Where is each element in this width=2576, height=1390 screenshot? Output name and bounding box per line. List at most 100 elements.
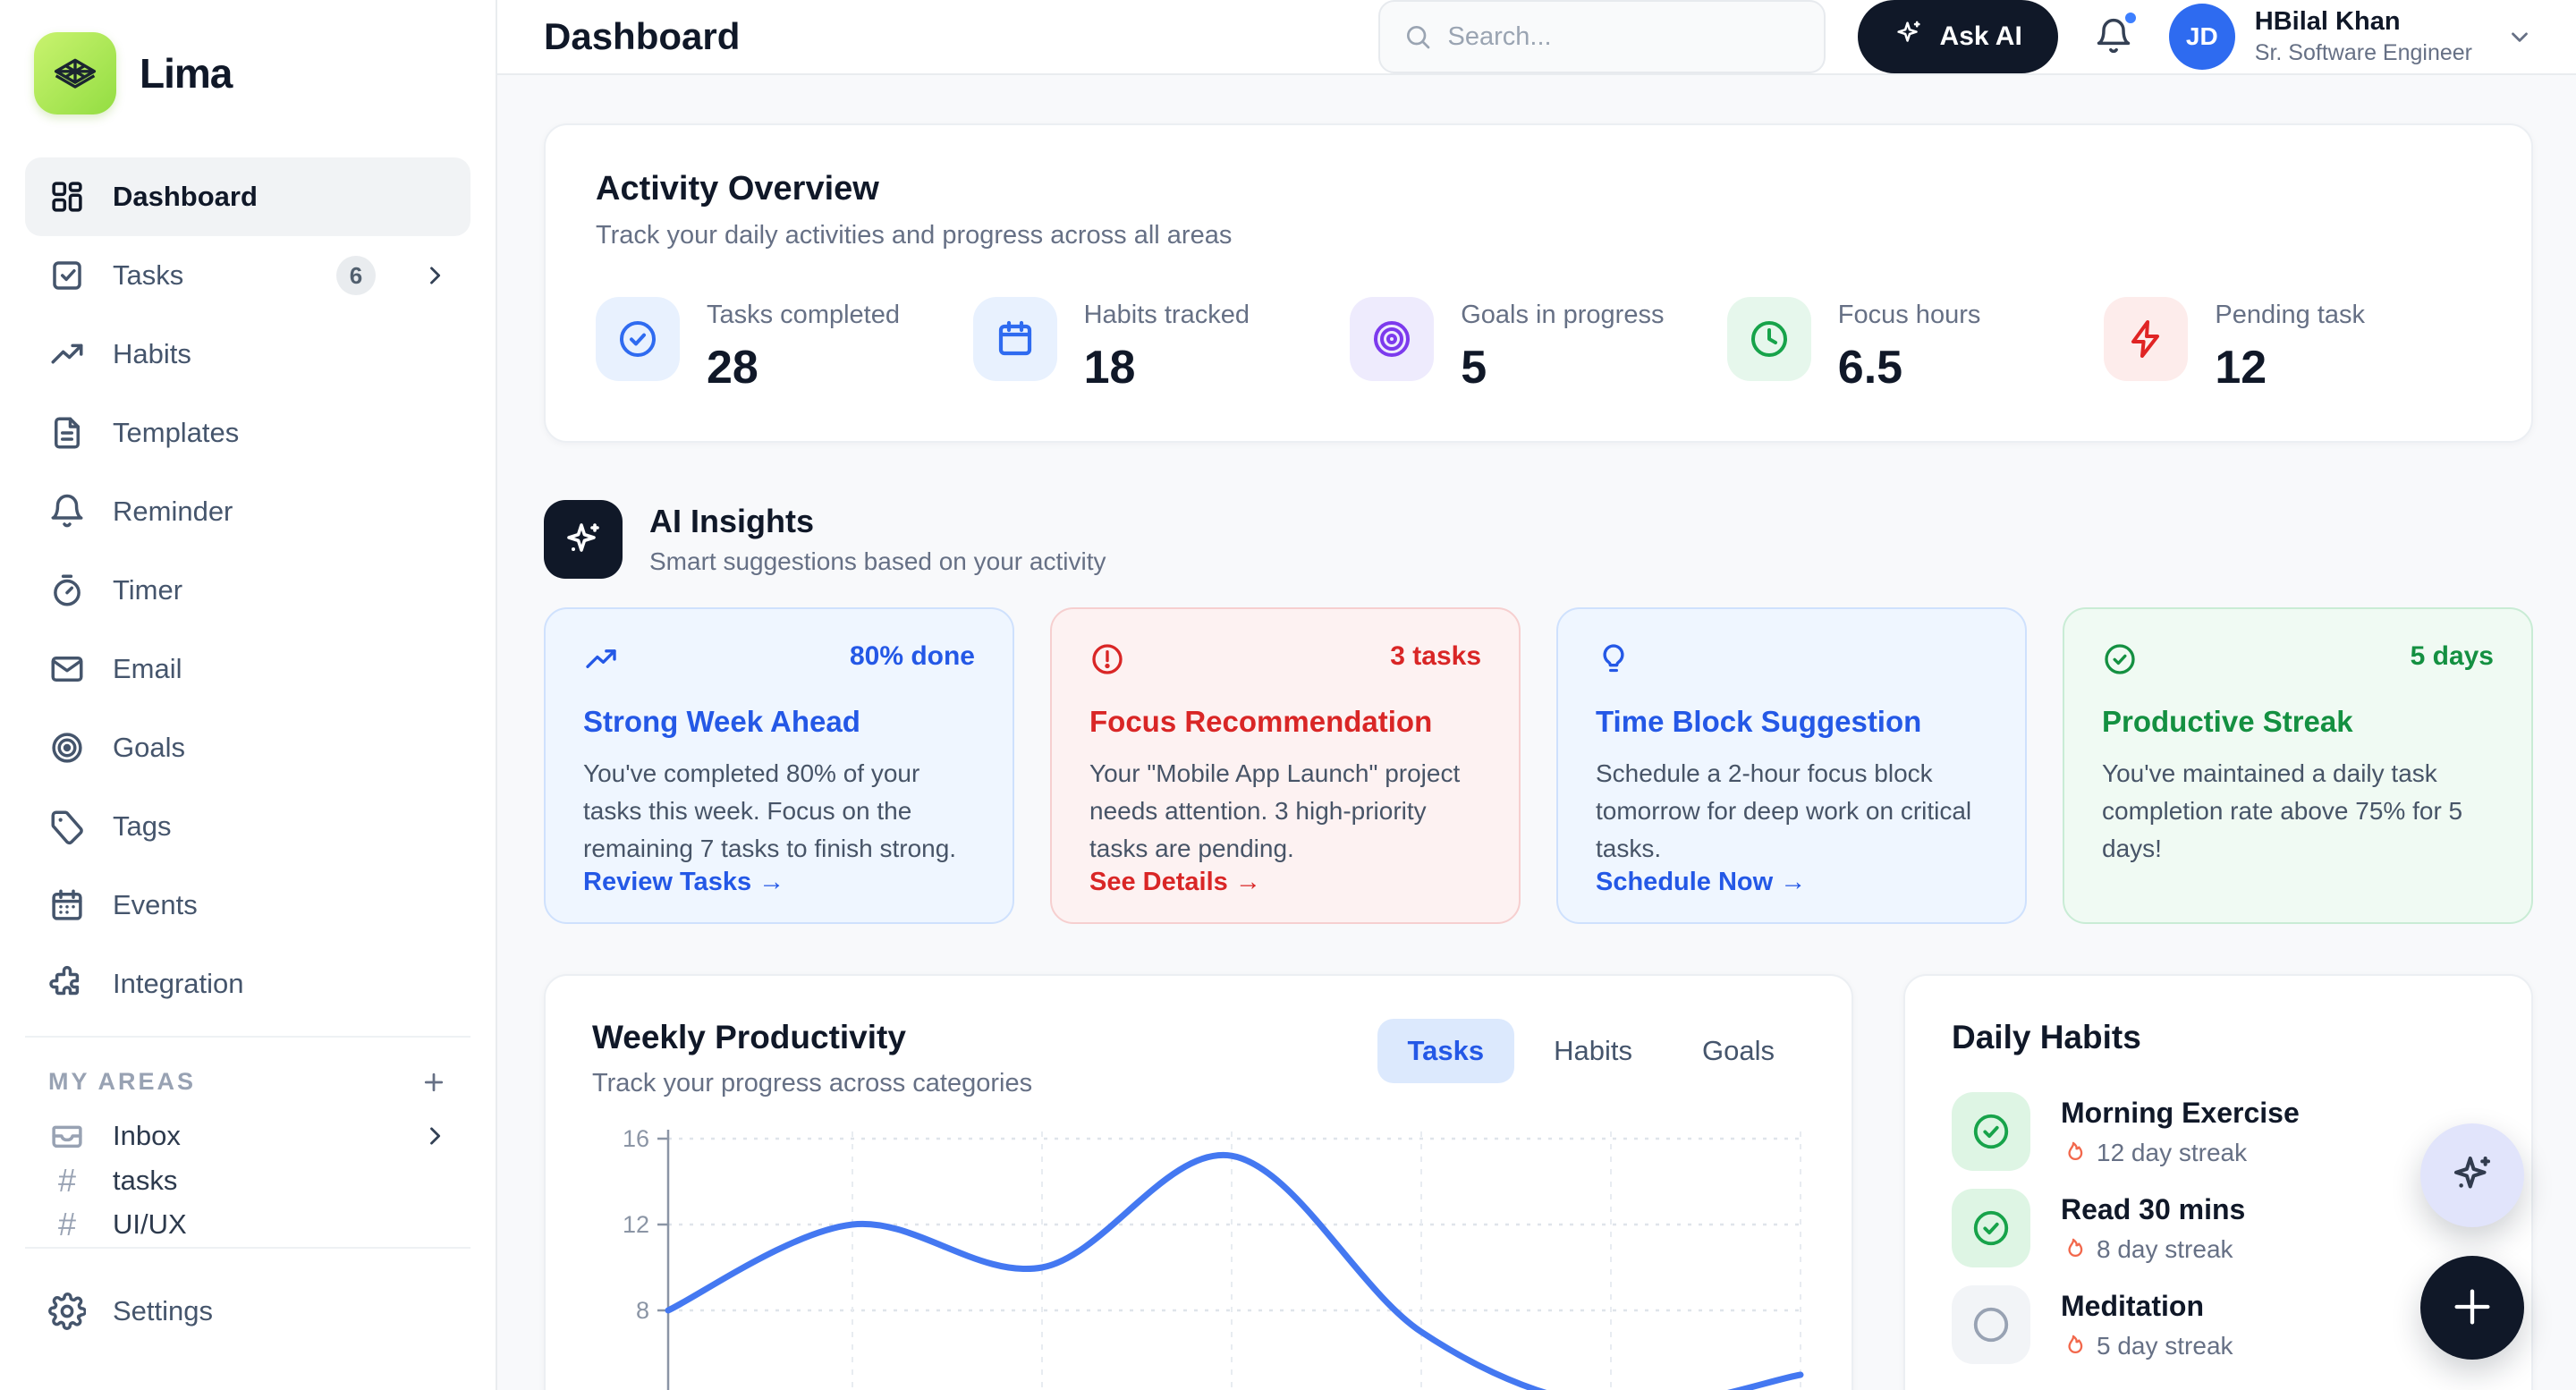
my-areas-header: MY AREAS xyxy=(25,1038,470,1114)
sidebar-item-events[interactable]: Events xyxy=(25,866,470,945)
stat-pending-task: Pending task 12 xyxy=(2104,297,2481,394)
tab-goals[interactable]: Goals xyxy=(1702,1035,1775,1066)
stat-focus-hours: Focus hours 6.5 xyxy=(1726,297,2105,394)
chart-canvas xyxy=(657,1130,1805,1390)
sparkle-icon xyxy=(1894,18,1924,55)
stat-label: Tasks completed xyxy=(707,301,900,329)
sidebar-item-label: Tasks xyxy=(113,259,184,291)
habit-check-icon[interactable] xyxy=(1952,1189,2030,1267)
sidebar-item-label: Events xyxy=(113,889,198,920)
sidebar-item-label: Templates xyxy=(113,417,240,448)
chevron-right-icon[interactable] xyxy=(422,263,447,288)
search-input[interactable] xyxy=(1447,21,1801,52)
calendar-icon xyxy=(48,886,86,924)
sidebar-item-label: Reminder xyxy=(113,496,233,527)
activity-subtitle: Track your daily activities and progress… xyxy=(596,221,1233,250)
insight-badge: 80% done xyxy=(849,641,975,671)
dashboard-content: Activity Overview Track your daily activ… xyxy=(497,75,2576,1390)
tag-icon xyxy=(48,808,86,845)
plus-icon xyxy=(2449,1284,2496,1333)
habit-streak: 5 day streak xyxy=(2097,1331,2233,1360)
schedule-now-link[interactable]: Schedule Now → xyxy=(1596,868,1807,896)
habit-name: Read 30 mins xyxy=(2061,1192,2246,1225)
see-details-link[interactable]: See Details → xyxy=(1089,868,1261,896)
sidebar-item-label: Settings xyxy=(113,1295,214,1327)
file-text-icon xyxy=(48,414,86,452)
sidebar-nav: Dashboard Tasks 6 Habits xyxy=(25,157,470,1023)
sidebar-item-timer[interactable]: Timer xyxy=(25,551,470,630)
stat-label: Pending task xyxy=(2215,301,2366,329)
flame-icon xyxy=(2061,1334,2086,1359)
sidebar-item-templates[interactable]: Templates xyxy=(25,394,470,472)
tab-habits[interactable]: Habits xyxy=(1554,1035,1633,1066)
ai-assistant-fab[interactable] xyxy=(2420,1123,2524,1227)
insight-body: You've completed 80% of your tasks this … xyxy=(583,759,957,862)
stat-tasks-completed: Tasks completed 28 xyxy=(596,297,973,394)
habit-row-read-30-mins[interactable]: Read 30 mins 8 day streak xyxy=(1952,1189,2485,1267)
puzzle-icon xyxy=(48,965,86,1003)
sidebar-item-label: Inbox xyxy=(113,1119,181,1151)
sidebar-item-label: Timer xyxy=(113,574,183,606)
clock-icon xyxy=(1726,297,1811,381)
habit-streak: 8 day streak xyxy=(2097,1234,2233,1263)
insight-body: You've maintained a daily task completio… xyxy=(2102,759,2463,862)
sidebar-item-dashboard[interactable]: Dashboard xyxy=(25,157,470,236)
sidebar-item-habits[interactable]: Habits xyxy=(25,315,470,394)
insight-card-time-block: Time Block Suggestion Schedule a 2-hour … xyxy=(1556,607,2027,924)
weekly-productivity-card: Weekly Productivity Track your progress … xyxy=(544,974,1853,1390)
ai-sparkle-icon xyxy=(544,500,623,579)
gear-icon xyxy=(48,1293,86,1330)
y-axis-tick: 16 xyxy=(622,1125,649,1152)
page-title: Dashboard xyxy=(544,15,741,57)
sidebar-item-settings[interactable]: Settings xyxy=(25,1272,470,1351)
sidebar-item-integration[interactable]: Integration xyxy=(25,945,470,1023)
sidebar-item-label: Integration xyxy=(113,968,244,999)
sidebar-item-area-tasks[interactable]: # tasks xyxy=(25,1158,470,1203)
sidebar-item-inbox[interactable]: Inbox xyxy=(25,1114,470,1158)
add-area-button[interactable] xyxy=(420,1069,447,1096)
habit-streak: 12 day streak xyxy=(2097,1138,2248,1166)
alert-circle-icon xyxy=(1089,641,1125,682)
sidebar-item-label: UI/UX xyxy=(113,1208,187,1241)
user-menu[interactable]: JD HBilal Khan Sr. Software Engineer xyxy=(2168,4,2533,70)
sidebar-item-label: Dashboard xyxy=(113,181,258,212)
sidebar: Lima Dashboard Tasks 6 xyxy=(0,0,497,1390)
sidebar-divider xyxy=(25,1036,470,1038)
add-fab[interactable] xyxy=(2420,1256,2524,1360)
notification-dot xyxy=(2122,10,2139,26)
settings-section: Settings xyxy=(25,1247,470,1351)
habit-row-meditation[interactable]: Meditation 5 day streak xyxy=(1952,1285,2485,1364)
bell-icon xyxy=(48,493,86,530)
avatar: JD xyxy=(2168,4,2235,70)
sidebar-item-label: Goals xyxy=(113,732,185,763)
weekly-title: Weekly Productivity xyxy=(592,1019,906,1055)
sidebar-item-tasks[interactable]: Tasks 6 xyxy=(25,236,470,315)
ai-insights-subtitle: Smart suggestions based on your activity xyxy=(649,547,1106,575)
insight-card-focus-recommendation: 3 tasks Focus Recommendation Your "Mobil… xyxy=(1050,607,1521,924)
ask-ai-button[interactable]: Ask AI xyxy=(1857,0,2058,73)
search-box[interactable] xyxy=(1377,0,1826,73)
tab-tasks[interactable]: Tasks xyxy=(1377,1019,1515,1083)
review-tasks-link[interactable]: Review Tasks → xyxy=(583,868,785,896)
habit-row-morning-exercise[interactable]: Morning Exercise 12 day streak xyxy=(1952,1092,2485,1171)
stat-value: 18 xyxy=(1083,342,1136,394)
habit-name: Meditation xyxy=(2061,1289,2204,1322)
sidebar-item-reminder[interactable]: Reminder xyxy=(25,472,470,551)
chevron-down-icon xyxy=(2506,23,2533,50)
habit-check-icon[interactable] xyxy=(1952,1285,2030,1364)
search-icon xyxy=(1403,22,1432,51)
main-area: Dashboard Ask AI xyxy=(497,0,2576,1390)
sidebar-item-goals[interactable]: Goals xyxy=(25,708,470,787)
weekly-subtitle: Track your progress across categories xyxy=(592,1069,1033,1098)
target-icon xyxy=(1350,297,1435,381)
activity-overview-card: Activity Overview Track your daily activ… xyxy=(544,123,2533,443)
habit-check-icon[interactable] xyxy=(1952,1092,2030,1171)
sidebar-item-area-uiux[interactable]: # UI/UX xyxy=(25,1202,470,1247)
app-logo: Lima xyxy=(25,32,470,114)
insight-title: Time Block Suggestion xyxy=(1596,705,1922,738)
notifications-bell-icon[interactable] xyxy=(2090,10,2139,60)
chevron-right-icon[interactable] xyxy=(422,1123,447,1148)
sidebar-item-email[interactable]: Email xyxy=(25,630,470,708)
bottom-row: Weekly Productivity Track your progress … xyxy=(544,974,2533,1390)
sidebar-item-tags[interactable]: Tags xyxy=(25,787,470,866)
